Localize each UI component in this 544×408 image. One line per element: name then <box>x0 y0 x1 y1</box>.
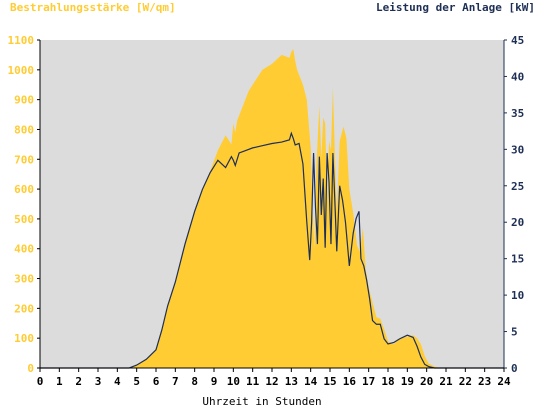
left-axis-tick-label: 400 <box>14 243 34 256</box>
right-axis-tick-label: 20 <box>511 216 524 229</box>
right-axis-tick-label: 40 <box>511 70 524 83</box>
x-axis-tick-label: 12 <box>265 375 278 388</box>
axes: 0100200300400500600700800900100011000510… <box>8 34 525 388</box>
x-axis-title: Uhrzeit in Stunden <box>202 395 321 408</box>
left-axis-tick-label: 300 <box>14 273 34 286</box>
x-axis-tick-label: 10 <box>227 375 240 388</box>
x-axis-tick-label: 23 <box>478 375 491 388</box>
right-axis-title: Leistung der Anlage [kW] <box>376 1 535 14</box>
left-axis-tick-label: 100 <box>14 332 34 345</box>
left-axis-tick-label: 1000 <box>8 64 35 77</box>
left-axis-tick-label: 1100 <box>8 34 35 47</box>
irradiance-area <box>40 48 504 368</box>
right-axis-tick-label: 35 <box>511 107 524 120</box>
x-axis-tick-label: 9 <box>211 375 218 388</box>
x-axis-tick-label: 4 <box>114 375 121 388</box>
left-axis-tick-label: 700 <box>14 153 34 166</box>
x-axis-tick-label: 24 <box>497 375 511 388</box>
right-axis-tick-label: 30 <box>511 143 524 156</box>
left-axis-tick-label: 800 <box>14 123 34 136</box>
left-axis-tick-label: 600 <box>14 183 34 196</box>
right-axis-tick-label: 25 <box>511 180 524 193</box>
x-axis-tick-label: 2 <box>75 375 82 388</box>
right-axis-tick-label: 15 <box>511 253 524 266</box>
x-axis-tick-label: 18 <box>381 375 394 388</box>
x-axis-tick-label: 20 <box>420 375 433 388</box>
x-axis-tick-label: 14 <box>304 375 318 388</box>
area-layer <box>40 48 504 368</box>
right-axis-tick-label: 0 <box>511 362 518 375</box>
left-axis-tick-label: 200 <box>14 302 34 315</box>
x-axis-tick-label: 3 <box>95 375 102 388</box>
left-axis-tick-label: 500 <box>14 213 34 226</box>
x-axis-tick-label: 22 <box>459 375 472 388</box>
x-axis-tick-label: 8 <box>191 375 198 388</box>
x-axis-tick-label: 1 <box>56 375 63 388</box>
right-axis-tick-label: 10 <box>511 289 524 302</box>
x-axis-tick-label: 15 <box>323 375 336 388</box>
left-axis-tick-label: 900 <box>14 94 34 107</box>
x-axis-tick-label: 21 <box>439 375 453 388</box>
x-axis-tick-label: 17 <box>362 375 375 388</box>
x-axis-tick-label: 16 <box>343 375 357 388</box>
x-axis-tick-label: 11 <box>246 375 260 388</box>
x-axis-tick-label: 6 <box>153 375 160 388</box>
x-axis-tick-label: 7 <box>172 375 179 388</box>
power-line <box>40 131 504 369</box>
x-axis-tick-label: 0 <box>37 375 44 388</box>
right-axis-tick-label: 5 <box>511 326 518 339</box>
x-axis-tick-label: 19 <box>401 375 414 388</box>
x-axis-tick-label: 5 <box>133 375 140 388</box>
right-axis-tick-label: 45 <box>511 34 524 47</box>
left-axis-title: Bestrahlungsstärke [W/qm] <box>10 1 176 14</box>
left-axis-tick-label: 0 <box>27 362 34 375</box>
x-axis-tick-label: 13 <box>285 375 298 388</box>
line-layer <box>40 131 504 369</box>
